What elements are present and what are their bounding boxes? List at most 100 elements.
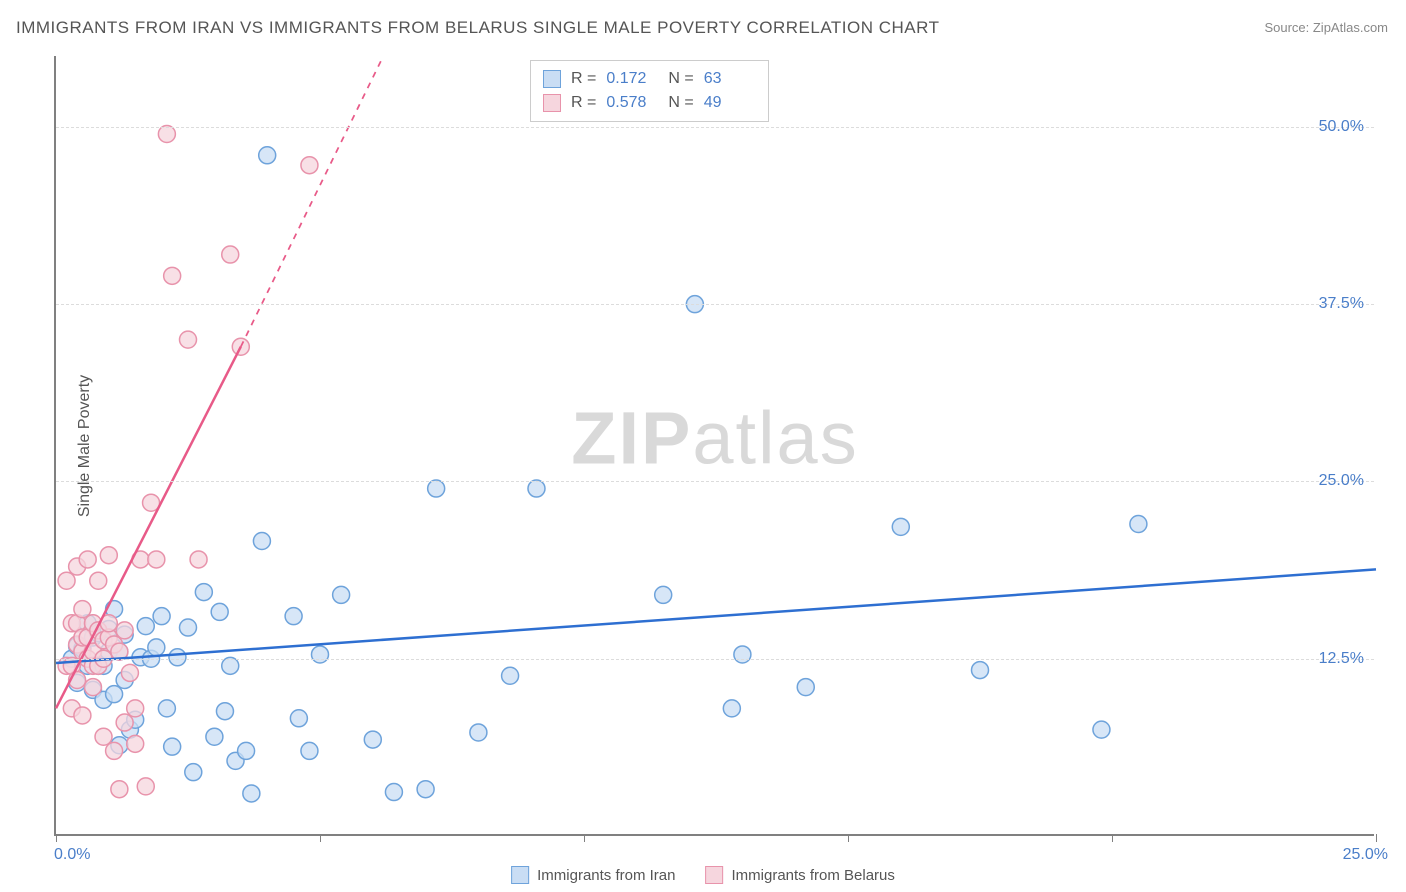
scatter-point (1093, 721, 1110, 738)
x-tick (584, 834, 585, 842)
scatter-point (206, 728, 223, 745)
n-label: N = (668, 67, 693, 91)
r-value: 0.172 (606, 67, 658, 91)
scatter-point (222, 246, 239, 263)
x-tick-label-min: 0.0% (54, 846, 90, 864)
legend-label: Immigrants from Iran (537, 867, 675, 884)
scatter-point (253, 533, 270, 550)
scatter-point (222, 657, 239, 674)
scatter-point (734, 646, 751, 663)
scatter-point (502, 667, 519, 684)
y-tick-label: 50.0% (1319, 118, 1364, 136)
scatter-point (259, 147, 276, 164)
stats-panel: R =0.172N =63R =0.578N =49 (530, 60, 769, 122)
scatter-point (723, 700, 740, 717)
x-tick (1376, 834, 1377, 842)
scatter-point (164, 267, 181, 284)
n-label: N = (668, 91, 693, 115)
x-tick-label-max: 25.0% (1343, 846, 1388, 864)
stats-row: R = 0.578 N = 49 (543, 91, 756, 115)
scatter-point (655, 586, 672, 603)
scatter-point (79, 551, 96, 568)
scatter-point (285, 608, 302, 625)
y-tick-label: 37.5% (1319, 295, 1364, 313)
legend-item: Immigrants from Iran (511, 866, 675, 884)
scatter-point (385, 784, 402, 801)
scatter-point (180, 331, 197, 348)
scatter-point (111, 781, 128, 798)
scatter-point (153, 608, 170, 625)
legend-label: Immigrants from Belarus (732, 867, 895, 884)
r-label: R = (571, 67, 596, 91)
scatter-point (164, 738, 181, 755)
x-tick (848, 834, 849, 842)
scatter-point (169, 649, 186, 666)
scatter-point (84, 679, 101, 696)
scatter-point (185, 764, 202, 781)
scatter-point (116, 622, 133, 639)
scatter-point (301, 157, 318, 174)
scatter-point (528, 480, 545, 497)
legend-swatch (543, 70, 561, 88)
scatter-point (333, 586, 350, 603)
scatter-point (158, 126, 175, 143)
y-tick-label: 25.0% (1319, 472, 1364, 490)
scatter-point (74, 601, 91, 618)
scatter-point (148, 639, 165, 656)
scatter-point (95, 728, 112, 745)
scatter-point (797, 679, 814, 696)
scatter-point (312, 646, 329, 663)
scatter-point (148, 551, 165, 568)
chart-title: IMMIGRANTS FROM IRAN VS IMMIGRANTS FROM … (16, 18, 939, 38)
legend-swatch (706, 866, 724, 884)
scatter-point (243, 785, 260, 802)
legend-item: Immigrants from Belarus (706, 866, 895, 884)
regression-line-dashed (241, 56, 384, 347)
x-tick (320, 834, 321, 842)
scatter-point (180, 619, 197, 636)
scatter-point (137, 618, 154, 635)
scatter-point (301, 742, 318, 759)
scatter-point (127, 700, 144, 717)
scatter-point (211, 603, 228, 620)
scatter-point (127, 735, 144, 752)
gridline (56, 304, 1374, 305)
scatter-point (158, 700, 175, 717)
scatter-point (364, 731, 381, 748)
r-value: 0.578 (606, 91, 658, 115)
scatter-point (290, 710, 307, 727)
scatter-svg (56, 56, 1374, 834)
r-label: R = (571, 91, 596, 115)
scatter-point (116, 714, 133, 731)
gridline (56, 127, 1374, 128)
scatter-point (470, 724, 487, 741)
scatter-point (216, 703, 233, 720)
x-tick (1112, 834, 1113, 842)
plot-area: ZIPatlas 12.5%25.0%37.5%50.0% (54, 56, 1374, 836)
scatter-point (428, 480, 445, 497)
y-tick-label: 12.5% (1319, 650, 1364, 668)
scatter-point (121, 664, 138, 681)
scatter-point (100, 547, 117, 564)
scatter-point (74, 707, 91, 724)
gridline (56, 659, 1374, 660)
legend-swatch (511, 866, 529, 884)
scatter-point (417, 781, 434, 798)
scatter-point (972, 662, 989, 679)
regression-line (56, 569, 1376, 663)
scatter-point (190, 551, 207, 568)
scatter-point (58, 572, 75, 589)
legend-swatch (543, 94, 561, 112)
bottom-legend: Immigrants from Iran Immigrants from Bela… (511, 866, 895, 884)
scatter-point (238, 742, 255, 759)
scatter-point (90, 572, 107, 589)
scatter-point (892, 518, 909, 535)
scatter-point (106, 742, 123, 759)
x-tick (56, 834, 57, 842)
scatter-point (195, 584, 212, 601)
source-attribution: Source: ZipAtlas.com (1264, 20, 1388, 35)
stats-row: R =0.172N =63 (543, 67, 756, 91)
scatter-point (137, 778, 154, 795)
gridline (56, 481, 1374, 482)
n-value: 49 (704, 91, 756, 115)
